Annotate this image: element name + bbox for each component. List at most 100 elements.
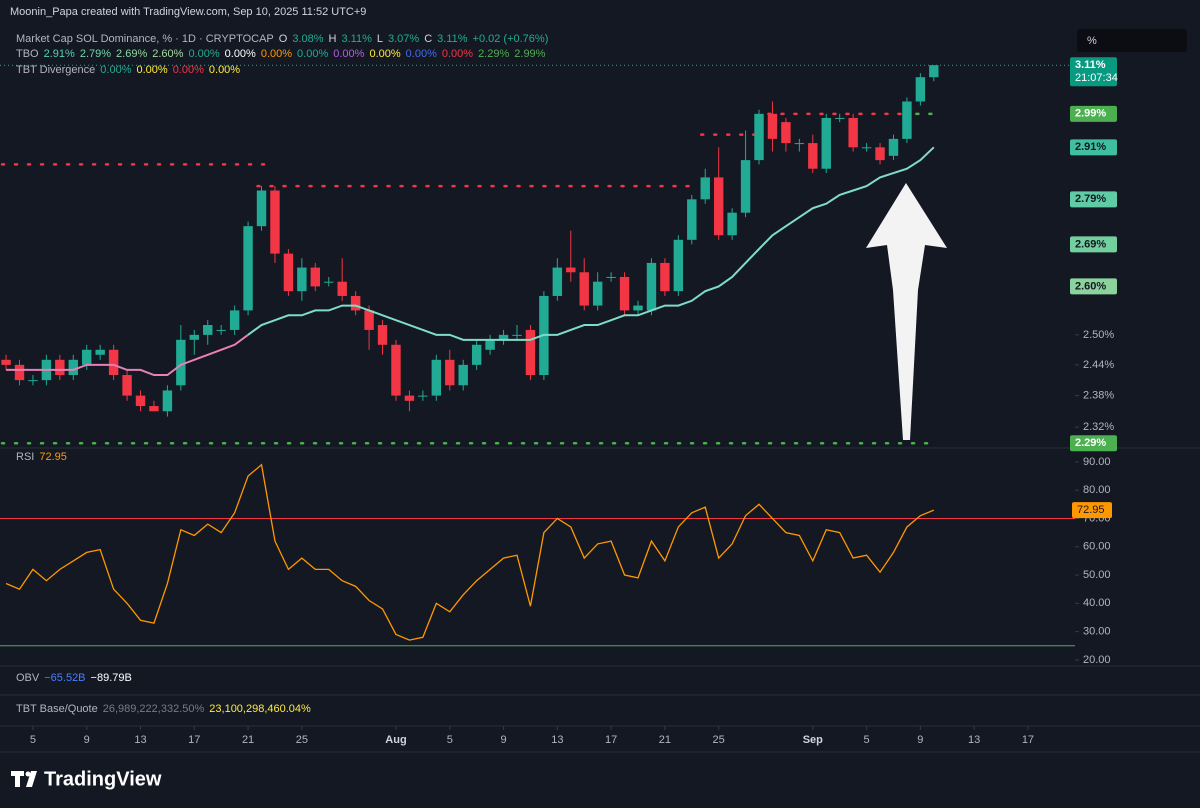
legend-value: 2.99%	[514, 48, 546, 60]
legend-value: +0.02 (+0.76%)	[472, 33, 549, 45]
candle-body	[270, 190, 280, 254]
legend-value: 2.79%	[79, 48, 112, 60]
brand: TradingView	[44, 768, 162, 790]
legend-value: 0.00%	[100, 64, 132, 76]
moving-average	[6, 334, 249, 377]
candle-body	[687, 199, 697, 240]
candle-body	[404, 395, 415, 401]
candle-body	[929, 65, 939, 78]
legend-name: TBT Base/Quote	[16, 703, 98, 715]
x-tick-label: 9	[917, 734, 923, 746]
x-tick-label: 25	[713, 734, 725, 746]
scale-box[interactable]	[1077, 29, 1187, 52]
legend-value: 0.00%	[333, 48, 365, 60]
candle-body	[95, 349, 105, 355]
x-tick-label: 5	[447, 734, 453, 746]
legend-value: 0.00%	[297, 48, 329, 60]
candle-body	[633, 305, 643, 311]
candle-body	[808, 143, 818, 169]
legend-value: O	[278, 33, 288, 45]
x-tick-label: 5	[864, 734, 870, 746]
candle-body	[525, 329, 536, 376]
legend-value: 0.00%	[208, 64, 241, 76]
candle-body	[915, 77, 926, 102]
y-tick-label: 80.00	[1083, 484, 1111, 496]
candle-body	[552, 267, 563, 296]
x-tick-label: 13	[968, 734, 980, 746]
legend-value: 2.69%	[116, 48, 148, 60]
legend-value: 0.00%	[136, 64, 168, 76]
legend: RSI 72.95	[16, 451, 67, 463]
y-tick-label: 2.44%	[1083, 359, 1114, 371]
y-tick-label: 30.00	[1083, 626, 1111, 638]
x-tick-label: 13	[134, 734, 146, 746]
candle-body	[713, 177, 724, 236]
legend-value: 0.00%	[405, 48, 437, 60]
x-tick-label: 13	[551, 734, 563, 746]
moving-average	[247, 146, 935, 341]
y-tick-label: 20.00	[1083, 654, 1111, 666]
y-tick-label: 50.00	[1083, 569, 1111, 581]
candle-body	[512, 334, 522, 336]
price-label-box	[1070, 236, 1117, 253]
candle-body	[754, 113, 764, 161]
price-label-box	[1070, 191, 1117, 208]
y-tick-label: 40.00	[1083, 597, 1111, 609]
candle-body	[875, 147, 885, 161]
candle-body	[566, 267, 576, 273]
legend-value: 0.00%	[172, 64, 204, 76]
legend-value: −65.52B	[44, 672, 86, 684]
legend-value: 0.00%	[188, 48, 220, 60]
legend-value: 0.00%	[224, 48, 256, 60]
legend-name: OBV	[16, 672, 40, 684]
candle-body	[431, 359, 442, 396]
rsi-label: 72.95	[1077, 504, 1105, 516]
candle-body	[767, 113, 778, 139]
y-tick-label: 90.00	[1083, 456, 1111, 468]
candle-body	[485, 339, 495, 350]
candle-body	[377, 325, 388, 345]
credit: Moonin_Papa created with TradingView.com…	[10, 6, 366, 18]
price-label: 2.91%	[1075, 141, 1106, 153]
candle-body	[162, 390, 173, 412]
legend: TBT Base/Quote 26,989,222,332.50% 23,100,2…	[16, 703, 311, 715]
candle-body	[82, 349, 92, 365]
candle-body	[283, 253, 294, 292]
candle-body	[700, 177, 710, 200]
candle-body	[1, 359, 11, 365]
candle-body	[216, 329, 226, 331]
candle-body	[135, 395, 146, 407]
x-tick-label: 25	[296, 734, 308, 746]
y-tick-label: 2.38%	[1083, 390, 1114, 402]
legend-value: 2.91%	[43, 48, 75, 60]
legend-name: TBO	[16, 48, 39, 60]
candle-body	[498, 334, 509, 340]
legend-value: 26,989,222,332.50%	[102, 703, 205, 715]
candle-body	[592, 281, 603, 306]
candle-body	[391, 344, 401, 396]
legend-value: 72.95	[39, 451, 67, 463]
scale-label: %	[1087, 35, 1097, 47]
price-label-box	[1070, 105, 1117, 122]
legend-value: 23,100,298,460.04%	[209, 703, 311, 715]
candle-body	[149, 406, 159, 412]
candle-body	[848, 117, 858, 148]
price-label-box	[1070, 139, 1117, 156]
price-label: 2.29%	[1075, 437, 1106, 449]
candle-body	[324, 281, 334, 283]
candle-body	[28, 380, 38, 382]
x-tick-label: 21	[242, 734, 254, 746]
candle-body	[68, 359, 78, 376]
candle-body	[256, 190, 267, 227]
legend-value: 0.00%	[441, 48, 474, 60]
annotation-arrow	[866, 183, 947, 440]
legend-value: −89.79B	[90, 672, 132, 684]
x-tick-label: 17	[1022, 734, 1034, 746]
x-tick-label: 21	[659, 734, 671, 746]
brand-logo	[11, 771, 37, 787]
candle-body	[337, 281, 347, 296]
y-tick-label: 2.50%	[1083, 329, 1114, 341]
legend-value: C	[424, 33, 433, 45]
legend-value: 3.11%	[341, 33, 372, 45]
